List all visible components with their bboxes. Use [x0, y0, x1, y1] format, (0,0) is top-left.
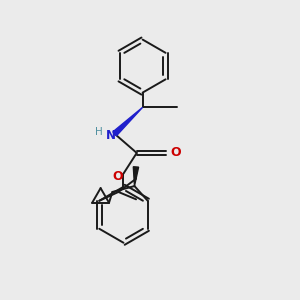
- Text: O: O: [112, 170, 123, 183]
- Text: N: N: [106, 129, 116, 142]
- Polygon shape: [113, 107, 142, 136]
- Text: O: O: [170, 146, 181, 159]
- Polygon shape: [133, 167, 139, 186]
- Text: H: H: [94, 127, 102, 137]
